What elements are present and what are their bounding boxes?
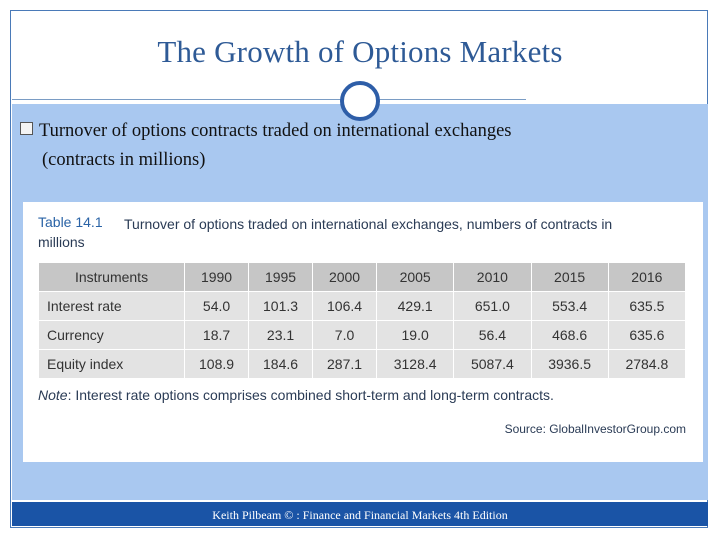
table-cell: 54.0 <box>185 292 249 320</box>
table-cell: 7.0 <box>313 321 377 349</box>
table-cell: 635.5 <box>608 292 685 320</box>
table-cell: 2784.8 <box>608 350 685 378</box>
header-1995: 1995 <box>249 263 313 291</box>
header-2005: 2005 <box>377 263 454 291</box>
title-divider <box>12 99 526 100</box>
table-card: Table 14.1 Turnover of options traded on… <box>23 202 703 462</box>
table-cell: 106.4 <box>313 292 377 320</box>
slide-title: The Growth of Options Markets <box>157 34 563 69</box>
table-cell: 184.6 <box>249 350 313 378</box>
table-caption: Turnover of options traded on internatio… <box>124 216 613 232</box>
header-2015: 2015 <box>531 263 608 291</box>
table-number: Table 14.1 <box>38 214 103 230</box>
table-cell: 5087.4 <box>454 350 531 378</box>
slide-footer: Keith Pilbeam © : Finance and Financial … <box>12 502 708 526</box>
table-source: Source: GlobalInvestorGroup.com <box>504 422 686 436</box>
table-header-row: Instruments 1990 1995 2000 2005 2010 201… <box>39 263 685 291</box>
bullet-point: Turnover of options contracts traded on … <box>20 117 700 175</box>
table-cell: 287.1 <box>313 350 377 378</box>
table-cell: 635.6 <box>608 321 685 349</box>
header-instruments: Instruments <box>39 263 185 291</box>
row-label: Interest rate <box>39 292 185 320</box>
bullet-text-line2: (contracts in millions) <box>42 150 206 170</box>
note-label: Note <box>38 387 68 403</box>
table-row: Equity index 108.9 184.6 287.1 3128.4 50… <box>39 350 685 378</box>
header-2016: 2016 <box>608 263 685 291</box>
table-row: Currency 18.7 23.1 7.0 19.0 56.4 468.6 6… <box>39 321 685 349</box>
row-label: Currency <box>39 321 185 349</box>
table-cell: 108.9 <box>185 350 249 378</box>
table-cell: 3936.5 <box>531 350 608 378</box>
table-caption-continued: millions <box>38 234 85 250</box>
table-cell: 553.4 <box>531 292 608 320</box>
table-note: Note: Interest rate options comprises co… <box>38 387 554 403</box>
table-cell: 23.1 <box>249 321 313 349</box>
table-row: Interest rate 54.0 101.3 106.4 429.1 651… <box>39 292 685 320</box>
row-label: Equity index <box>39 350 185 378</box>
square-bullet-icon <box>20 122 33 135</box>
table-cell: 19.0 <box>377 321 454 349</box>
table-cell: 56.4 <box>454 321 531 349</box>
table-cell: 651.0 <box>454 292 531 320</box>
note-text: : Interest rate options comprises combin… <box>67 387 554 403</box>
table-cell: 429.1 <box>377 292 454 320</box>
table-cell: 18.7 <box>185 321 249 349</box>
circle-ornament-icon <box>340 81 380 121</box>
header-2000: 2000 <box>313 263 377 291</box>
header-2010: 2010 <box>454 263 531 291</box>
table-cell: 3128.4 <box>377 350 454 378</box>
options-turnover-table: Instruments 1990 1995 2000 2005 2010 201… <box>38 262 686 379</box>
table-cell: 101.3 <box>249 292 313 320</box>
table-cell: 468.6 <box>531 321 608 349</box>
bullet-text-line1: Turnover of options contracts traded on … <box>39 121 512 141</box>
header-1990: 1990 <box>185 263 249 291</box>
